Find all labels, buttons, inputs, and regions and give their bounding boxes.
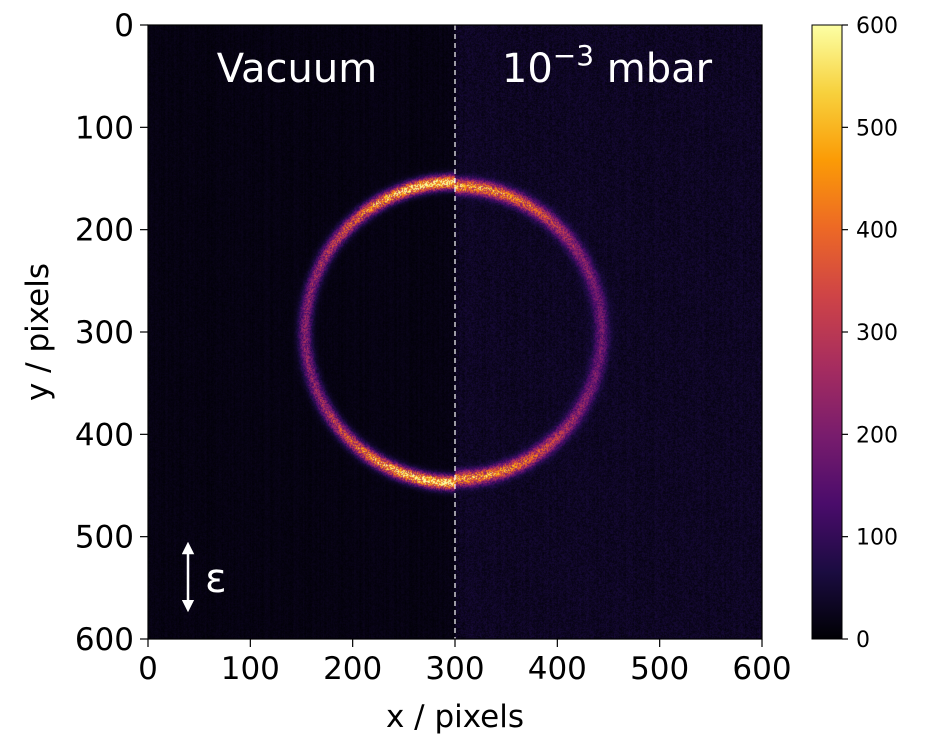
x-tick-label: 300 xyxy=(425,651,484,687)
panel-label-pressure: 10−3 mbar xyxy=(502,39,713,92)
y-axis: 0 100 200 300 400 500 600 xyxy=(75,8,148,658)
colorbar-tick-label: 100 xyxy=(856,526,898,551)
panel-label-vacuum: Vacuum xyxy=(217,46,377,92)
polarization-label: ε xyxy=(205,556,227,602)
colorbar-tick-label: 400 xyxy=(856,219,898,244)
y-axis-label: y / pixels xyxy=(20,263,56,401)
x-axis-label: x / pixels xyxy=(386,699,524,735)
x-tick-label: 200 xyxy=(323,651,382,687)
y-tick-label: 300 xyxy=(75,315,134,351)
x-tick-label: 600 xyxy=(732,651,791,687)
colorbar-tick-label: 500 xyxy=(856,116,898,141)
x-tick-label: 100 xyxy=(221,651,280,687)
pressure-base: 10 xyxy=(502,46,553,92)
y-tick-label: 400 xyxy=(75,417,134,453)
pressure-exponent: −3 xyxy=(553,39,594,72)
y-tick-label: 600 xyxy=(75,622,134,658)
colorbar-tick-label: 600 xyxy=(856,14,898,39)
y-tick-label: 0 xyxy=(114,8,134,44)
x-axis: 0 100 200 300 400 500 600 xyxy=(138,639,792,687)
colorbar-tick-label: 0 xyxy=(856,628,870,653)
y-tick-label: 200 xyxy=(75,213,134,249)
x-tick-label: 500 xyxy=(630,651,689,687)
pressure-unit: mbar xyxy=(594,46,713,92)
polarization-indicator: ε xyxy=(181,541,227,613)
colorbar: 0 100 200 300 400 500 600 xyxy=(811,14,898,653)
colorbar-ticks: 0 100 200 300 400 500 600 xyxy=(842,14,898,653)
y-tick-label: 500 xyxy=(75,520,134,556)
x-tick-label: 0 xyxy=(138,651,158,687)
y-tick-label: 100 xyxy=(75,110,134,146)
colorbar-tick-label: 200 xyxy=(856,423,898,448)
colorbar-tick-label: 300 xyxy=(856,321,898,346)
heatmap-plot-area xyxy=(147,24,763,640)
colorbar-gradient xyxy=(811,24,843,640)
x-tick-label: 400 xyxy=(528,651,587,687)
